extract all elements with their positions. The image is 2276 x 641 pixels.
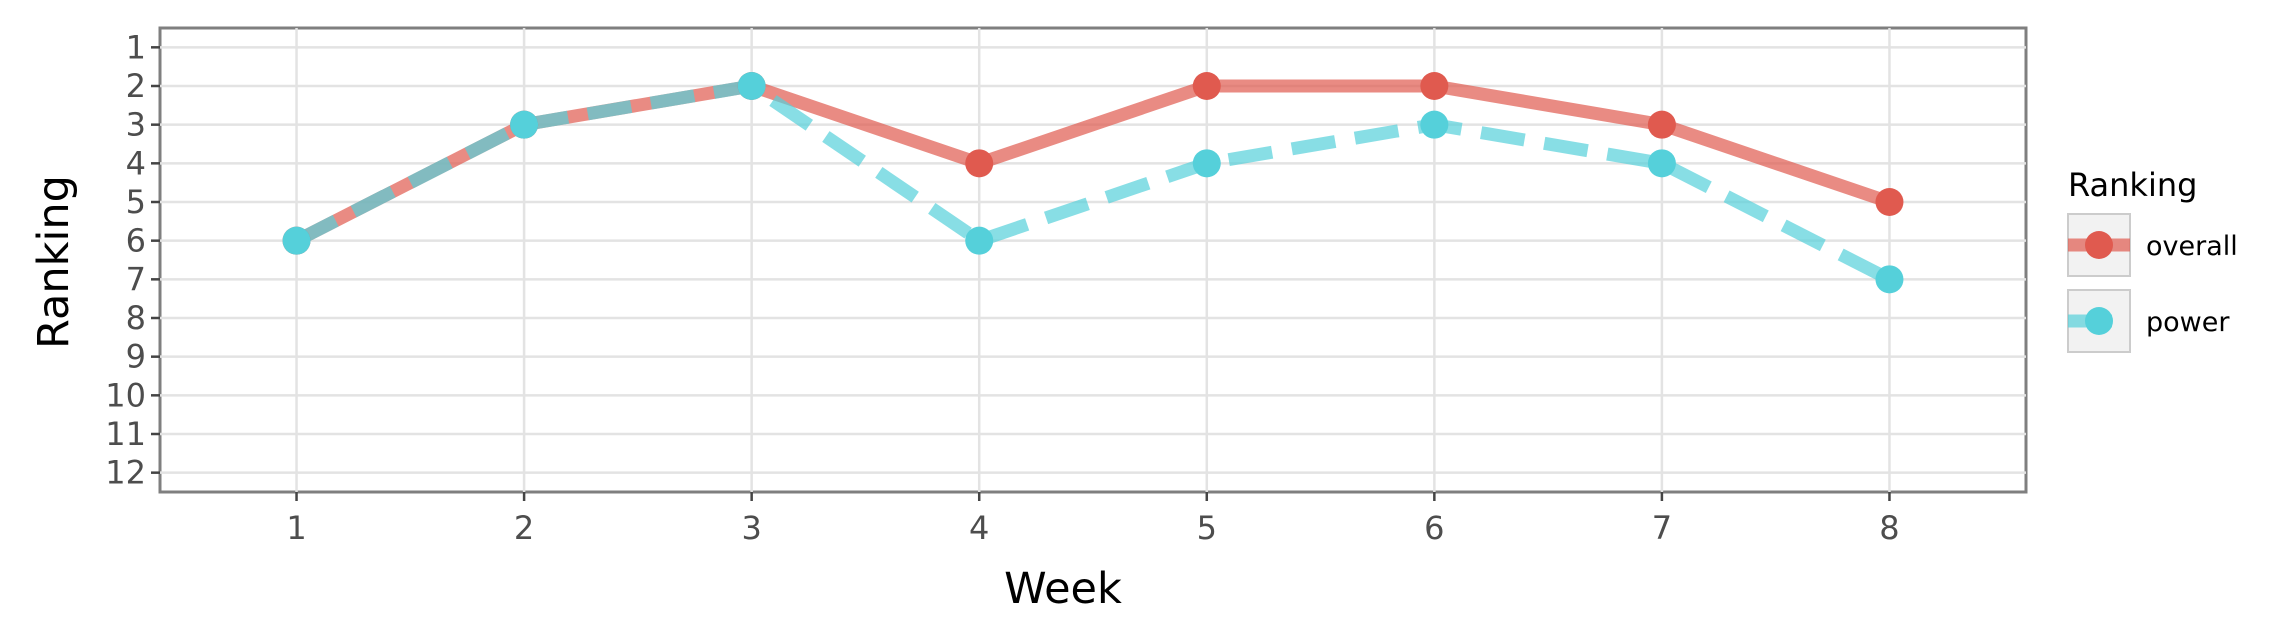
x-tick-label: 1 [286,509,306,547]
point-overall [1192,72,1221,100]
y-tick-label: 9 [126,338,146,376]
y-gridlines [160,46,2026,474]
y-tick-label: 12 [105,454,146,492]
legend: Ranking overall power [2067,166,2238,353]
point-power [965,226,994,255]
legend-key-point [2085,307,2113,335]
series-points [282,72,1904,294]
y-tick-label: 6 [126,222,146,260]
x-tick-label: 8 [1879,509,1899,547]
x-tick-label: 5 [1197,509,1217,547]
series-line-power [293,79,1893,286]
x-gridlines [295,28,1891,492]
legend-label: power [2146,307,2230,338]
y-tick-label: 11 [105,415,146,453]
y-tick-label: 3 [126,106,146,144]
point-overall [1875,188,1904,216]
x-axis-ticks: 1 2 3 4 5 6 7 8 [286,492,1900,547]
point-overall [1420,72,1449,100]
point-power [1875,265,1904,294]
x-tick-label: 3 [741,509,761,547]
y-tick-label: 10 [105,376,146,414]
point-power [737,72,766,100]
x-tick-label: 6 [1424,509,1444,547]
legend-key-point [2085,231,2113,259]
legend-title: Ranking [2068,166,2197,204]
x-tick-label: 2 [514,509,534,547]
series-lines [293,79,1893,286]
x-tick-label: 7 [1652,509,1672,547]
y-tick-label: 4 [126,144,146,182]
point-power [282,226,311,255]
point-power [1192,149,1221,178]
x-axis-title: Week [1004,564,1122,614]
legend-label: overall [2146,231,2238,262]
y-tick-label: 5 [126,183,146,221]
x-tick-label: 4 [969,509,989,547]
point-power [1647,149,1676,178]
y-tick-label: 7 [126,260,146,298]
y-axis-title: Ranking [29,175,79,349]
point-power [1420,110,1449,139]
point-overall [1647,110,1676,139]
point-overall [965,149,994,178]
plot-panel [158,26,2028,494]
y-tick-label: 8 [126,299,146,337]
y-tick-label: 1 [126,28,146,66]
point-power [510,110,539,139]
y-tick-label: 2 [126,67,146,105]
